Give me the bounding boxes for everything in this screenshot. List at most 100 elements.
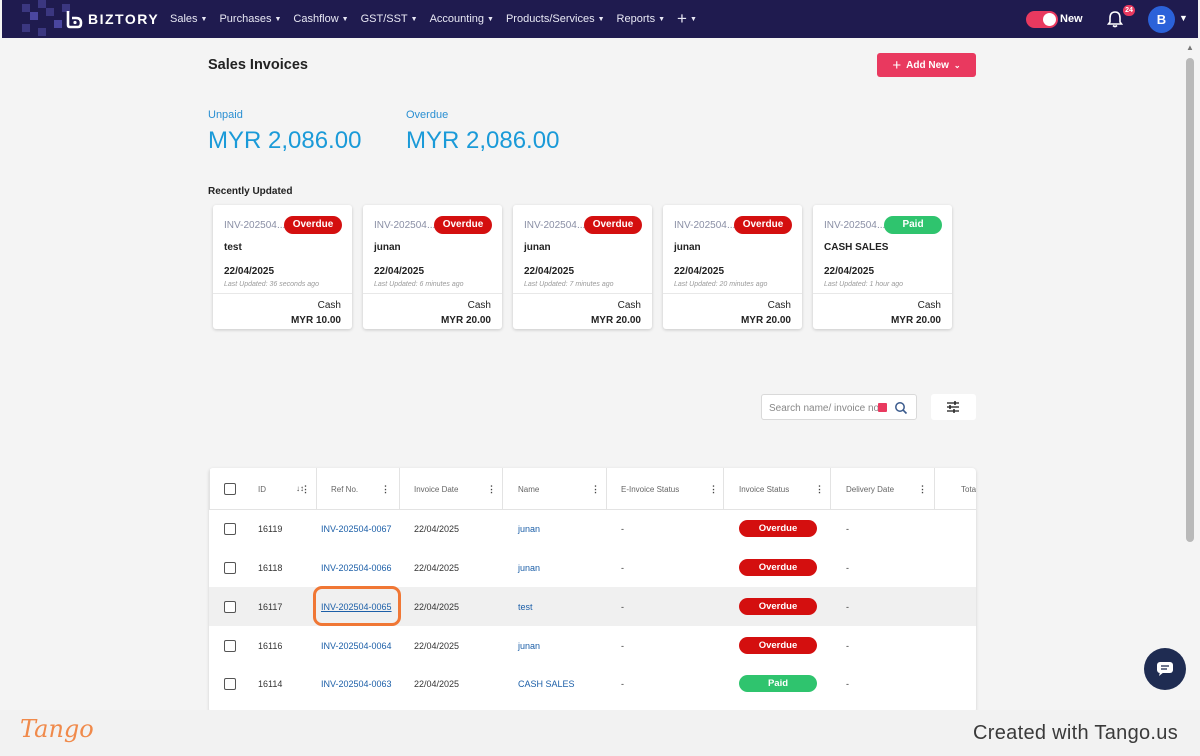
card-last-updated: Last Updated: 20 minutes ago bbox=[674, 281, 768, 288]
column-menu-icon[interactable]: ⋮ bbox=[487, 484, 496, 494]
input-extension-icon bbox=[878, 403, 887, 412]
recent-invoice-card[interactable]: INV-202504... Overdue test 22/04/2025 La… bbox=[213, 205, 352, 329]
column-header-invoice-date[interactable]: Invoice Date ⋮ bbox=[414, 468, 502, 510]
select-all-checkbox[interactable] bbox=[224, 483, 236, 495]
notification-badge: 24 bbox=[1123, 5, 1135, 16]
card-ref-ellipsis: ... bbox=[277, 220, 286, 231]
chevron-down-icon: ▼ bbox=[597, 15, 605, 23]
recent-invoice-card[interactable]: INV-202504... Paid CASH SALES 22/04/2025… bbox=[813, 205, 952, 329]
nav-cashflow[interactable]: Cashflow ▼ bbox=[293, 13, 348, 25]
card-payment-method: Cash bbox=[617, 300, 641, 311]
chevron-down-icon[interactable]: ▼ bbox=[1179, 13, 1188, 23]
column-divider[interactable] bbox=[399, 468, 400, 510]
column-divider[interactable] bbox=[502, 468, 503, 510]
cell-name-link[interactable]: junan bbox=[518, 640, 541, 651]
search-icon[interactable] bbox=[894, 401, 908, 415]
search-input[interactable] bbox=[769, 400, 887, 416]
nav-label: Purchases bbox=[219, 13, 272, 25]
nav-purchases[interactable]: Purchases ▼ bbox=[219, 13, 281, 25]
bell-icon[interactable] bbox=[1106, 10, 1124, 28]
nav-quick-add[interactable]: + ▼ bbox=[677, 9, 697, 29]
nav-label: Reports bbox=[616, 13, 656, 25]
row-checkbox[interactable] bbox=[224, 523, 236, 535]
chevron-down-icon: ▼ bbox=[487, 15, 494, 23]
column-label: ID bbox=[258, 484, 266, 494]
column-divider[interactable] bbox=[830, 468, 831, 510]
cell-name-link[interactable]: test bbox=[518, 601, 533, 612]
column-menu-icon[interactable]: ⋮ bbox=[591, 484, 600, 494]
card-last-updated: Last Updated: 7 minutes ago bbox=[524, 281, 614, 288]
row-checkbox[interactable] bbox=[224, 601, 236, 613]
column-menu-icon[interactable]: ⋮ bbox=[918, 484, 927, 494]
column-menu-icon[interactable]: ⋮ bbox=[301, 484, 310, 494]
sort-icon[interactable]: ↓↕ bbox=[296, 484, 304, 493]
column-divider[interactable] bbox=[316, 468, 317, 510]
unpaid-value: MYR 2,086.00 bbox=[208, 127, 362, 154]
column-header-ref[interactable]: Ref No. ⋮ bbox=[331, 468, 396, 510]
cell-name-link[interactable]: junan bbox=[518, 562, 541, 573]
column-divider[interactable] bbox=[934, 468, 935, 510]
card-last-updated: Last Updated: 1 hour ago bbox=[824, 281, 904, 288]
column-header-delivery-date[interactable]: Delivery Date ⋮ bbox=[846, 468, 933, 510]
brand-name[interactable]: BIZTORY bbox=[88, 11, 160, 27]
nav-label: Accounting bbox=[429, 13, 485, 25]
page-scrollbar[interactable] bbox=[1186, 58, 1194, 542]
cell-ref-link[interactable]: INV-202504-0067 bbox=[321, 523, 392, 534]
new-ui-toggle[interactable] bbox=[1026, 11, 1058, 28]
nav-gst-sst[interactable]: GST/SST ▼ bbox=[361, 13, 418, 25]
plus-icon: + bbox=[892, 56, 902, 74]
cell-ref-link[interactable]: INV-202504-0065 bbox=[321, 601, 392, 612]
nav-accounting[interactable]: Accounting ▼ bbox=[430, 13, 494, 25]
table-row[interactable]: 16116 INV-202504-0064 22/04/2025 junan -… bbox=[209, 626, 976, 665]
avatar[interactable]: B bbox=[1148, 6, 1175, 33]
card-ref: INV-202504 bbox=[374, 220, 427, 231]
column-menu-icon[interactable]: ⋮ bbox=[709, 484, 718, 494]
row-checkbox[interactable] bbox=[224, 562, 236, 574]
table-row[interactable]: 16119 INV-202504-0067 22/04/2025 junan -… bbox=[209, 509, 976, 548]
table-row[interactable]: 16117 INV-202504-0065 22/04/2025 test - … bbox=[209, 586, 976, 626]
cell-delivery-date: - bbox=[846, 523, 849, 534]
cell-ref-link[interactable]: INV-202504-0063 bbox=[321, 678, 392, 689]
cell-id: 16114 bbox=[258, 678, 283, 689]
card-customer: test bbox=[224, 242, 242, 253]
chevron-down-icon: ▼ bbox=[274, 15, 282, 23]
card-ref-ellipsis: ... bbox=[727, 220, 736, 231]
cell-ref-link[interactable]: INV-202504-0066 bbox=[321, 562, 392, 573]
column-menu-icon[interactable]: ⋮ bbox=[381, 484, 390, 494]
table-row[interactable]: 16114 INV-202504-0063 22/04/2025 CASH SA… bbox=[209, 664, 976, 703]
chevron-down-icon: ▼ bbox=[410, 15, 418, 23]
column-header-id[interactable]: ID ↓↕ ⋮ bbox=[258, 468, 316, 510]
add-new-button[interactable]: + Add New ⌄ bbox=[877, 53, 976, 77]
card-amount: MYR 20.00 bbox=[440, 315, 491, 326]
recent-invoice-card[interactable]: INV-202504... Overdue junan 22/04/2025 L… bbox=[663, 205, 802, 329]
column-label: Invoice Date bbox=[414, 484, 459, 494]
filter-button[interactable] bbox=[931, 394, 976, 420]
nav-sales[interactable]: Sales ▼ bbox=[170, 13, 207, 25]
column-header-name[interactable]: Name ⋮ bbox=[518, 468, 606, 510]
column-divider[interactable] bbox=[723, 468, 724, 510]
column-menu-icon[interactable]: ⋮ bbox=[815, 484, 824, 494]
chat-support-button[interactable] bbox=[1144, 648, 1186, 690]
column-header-einvoice-status[interactable]: E-Invoice Status ⋮ bbox=[621, 468, 724, 510]
column-header-invoice-status[interactable]: Invoice Status ⋮ bbox=[739, 468, 830, 510]
row-checkbox[interactable] bbox=[224, 678, 236, 690]
scroll-up-arrow-icon[interactable]: ▲ bbox=[1186, 43, 1194, 52]
nav-products-services[interactable]: Products/Services ▼ bbox=[506, 13, 605, 25]
table-row[interactable]: 16118 INV-202504-0066 22/04/2025 junan -… bbox=[209, 548, 976, 587]
column-divider[interactable] bbox=[606, 468, 607, 510]
biztory-logo-icon[interactable] bbox=[64, 9, 84, 29]
recent-invoice-card[interactable]: INV-202504... Overdue junan 22/04/2025 L… bbox=[363, 205, 502, 329]
cell-ref-link[interactable]: INV-202504-0064 bbox=[321, 640, 392, 651]
toggle-knob bbox=[1043, 13, 1056, 26]
card-ref: INV-202504 bbox=[824, 220, 877, 231]
card-date: 22/04/2025 bbox=[824, 266, 875, 277]
toggle-label: New bbox=[1060, 13, 1083, 25]
unpaid-label: Unpaid bbox=[208, 109, 243, 121]
recent-invoice-card[interactable]: INV-202504... Overdue junan 22/04/2025 L… bbox=[513, 205, 652, 329]
nav-reports[interactable]: Reports ▼ bbox=[617, 13, 665, 25]
cell-name-link[interactable]: CASH SALES bbox=[518, 678, 575, 689]
cell-name-link[interactable]: junan bbox=[518, 523, 541, 534]
row-checkbox[interactable] bbox=[224, 640, 236, 652]
chevron-down-icon: ⌄ bbox=[953, 60, 961, 70]
column-header-total[interactable]: Tota bbox=[961, 468, 976, 510]
